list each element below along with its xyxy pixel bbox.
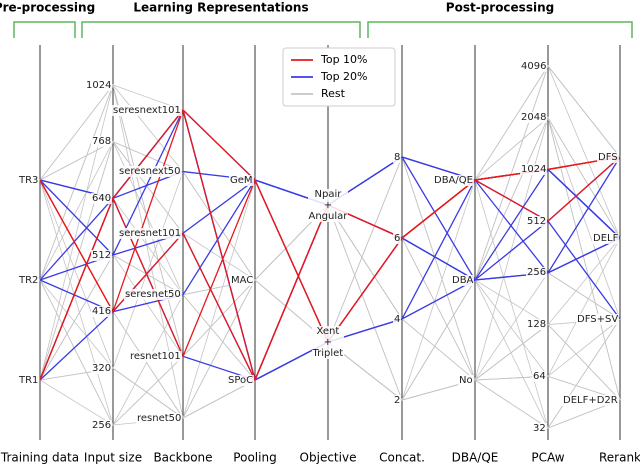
tick-label: TR2 <box>18 274 40 286</box>
axis-label: Concat. <box>379 451 425 465</box>
tick-label: 320 <box>91 362 113 374</box>
tick-label: seresnet50 <box>124 289 182 301</box>
tick-label: seresnext50 <box>118 166 182 178</box>
axis-label: Rerank <box>599 451 640 465</box>
tick-label: 2 <box>393 394 402 406</box>
tick-label: 4096 <box>520 60 548 72</box>
config-line <box>39 84 621 419</box>
tick-label: 768 <box>91 136 113 148</box>
tick-label: DFS+SV <box>576 313 620 325</box>
tick-label: DELF+D2R <box>562 394 619 406</box>
tick-label: 256 <box>526 267 548 279</box>
tick-label: 1024 <box>520 163 548 175</box>
axis-label: DBA/QE <box>452 451 499 465</box>
tick-label: No <box>458 374 474 386</box>
legend-label: Top 20% <box>320 70 368 83</box>
axis-label: Training data <box>0 451 79 465</box>
tick-label: 8 <box>393 151 402 163</box>
group-bracket <box>81 21 361 38</box>
tick-label: 2048 <box>520 112 548 124</box>
tick-label: SPoC <box>227 374 255 386</box>
legend-label: Top 10% <box>320 53 368 66</box>
tick-label: Xent + Triplet <box>311 325 345 359</box>
tick-label: 416 <box>91 306 113 318</box>
tick-label: 512 <box>91 249 113 261</box>
axis-label: Pooling <box>233 451 276 465</box>
config-line <box>39 237 621 381</box>
axis-label: Input size <box>84 451 142 465</box>
group-label: Pre-processing <box>0 1 95 15</box>
axis-label: Objective <box>300 451 357 465</box>
tick-label: DELF <box>592 232 620 244</box>
tick-label: 640 <box>91 192 113 204</box>
axis-label: Backbone <box>153 451 212 465</box>
tick-label: 4 <box>393 313 402 325</box>
group-bracket <box>13 21 76 38</box>
axis-label: PCAw <box>531 451 564 465</box>
tick-label: 128 <box>526 319 548 331</box>
group-label: Learning Representations <box>133 1 308 15</box>
group-label: Post-processing <box>446 1 554 15</box>
tick-label: 512 <box>526 215 548 227</box>
tick-label: 64 <box>532 370 547 382</box>
tick-label: resnet101 <box>129 350 182 362</box>
tick-label: 256 <box>91 419 113 431</box>
legend-label: Rest <box>321 87 346 100</box>
tick-label: DBA/QE <box>433 174 474 186</box>
tick-label: seresnet101 <box>118 227 183 239</box>
tick-label: TR3 <box>18 174 40 186</box>
legend-box <box>282 47 396 107</box>
tick-label: GeM <box>229 174 254 186</box>
tick-label: seresnext101 <box>112 104 182 116</box>
tick-label: 32 <box>532 422 547 434</box>
tick-label: DBA <box>451 274 475 286</box>
tick-label: TR1 <box>18 374 40 386</box>
tick-label: Npair + Angular <box>307 188 349 222</box>
tick-label: resnet50 <box>136 412 183 424</box>
tick-label: 6 <box>393 232 402 244</box>
tick-label: 1024 <box>85 79 113 91</box>
tick-label: DFS <box>597 151 619 163</box>
tick-label: MAC <box>230 274 255 286</box>
group-bracket <box>367 21 633 38</box>
